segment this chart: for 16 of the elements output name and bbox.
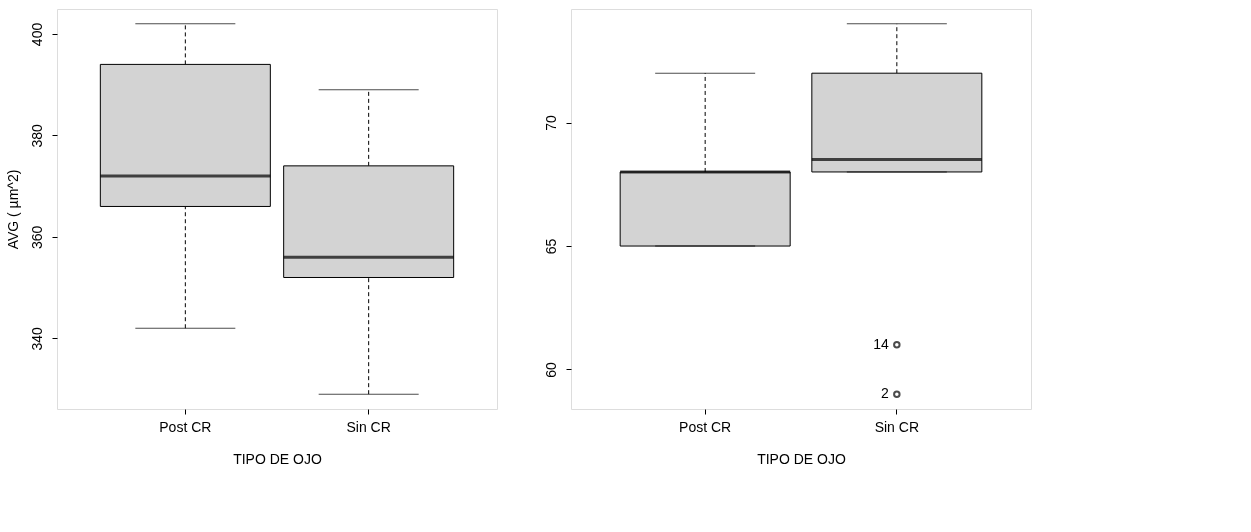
annotation: 2 — [881, 385, 890, 402]
x-axis-title: TIPO DE OJO — [233, 450, 322, 467]
x-tick-label: Sin CR — [346, 418, 391, 435]
y-tick-label: 340 — [28, 326, 45, 351]
y-tick-label: 360 — [28, 225, 45, 250]
x-axis-title: TIPO DE OJO — [757, 450, 846, 467]
y-tick-label: 400 — [28, 22, 45, 47]
annotation: 14 — [873, 335, 890, 352]
y-tick-label: 65 — [542, 238, 559, 255]
y-tick-label: 70 — [542, 115, 559, 131]
y-tick-label: 380 — [28, 124, 45, 148]
y-tick-label: 60 — [542, 362, 559, 378]
x-tick-label: Post CR — [159, 418, 212, 435]
x-tick-label: Post CR — [679, 418, 732, 435]
x-tick-label: Sin CR — [874, 418, 920, 435]
y-axis-title: AVG ( µm^2) — [4, 169, 21, 250]
